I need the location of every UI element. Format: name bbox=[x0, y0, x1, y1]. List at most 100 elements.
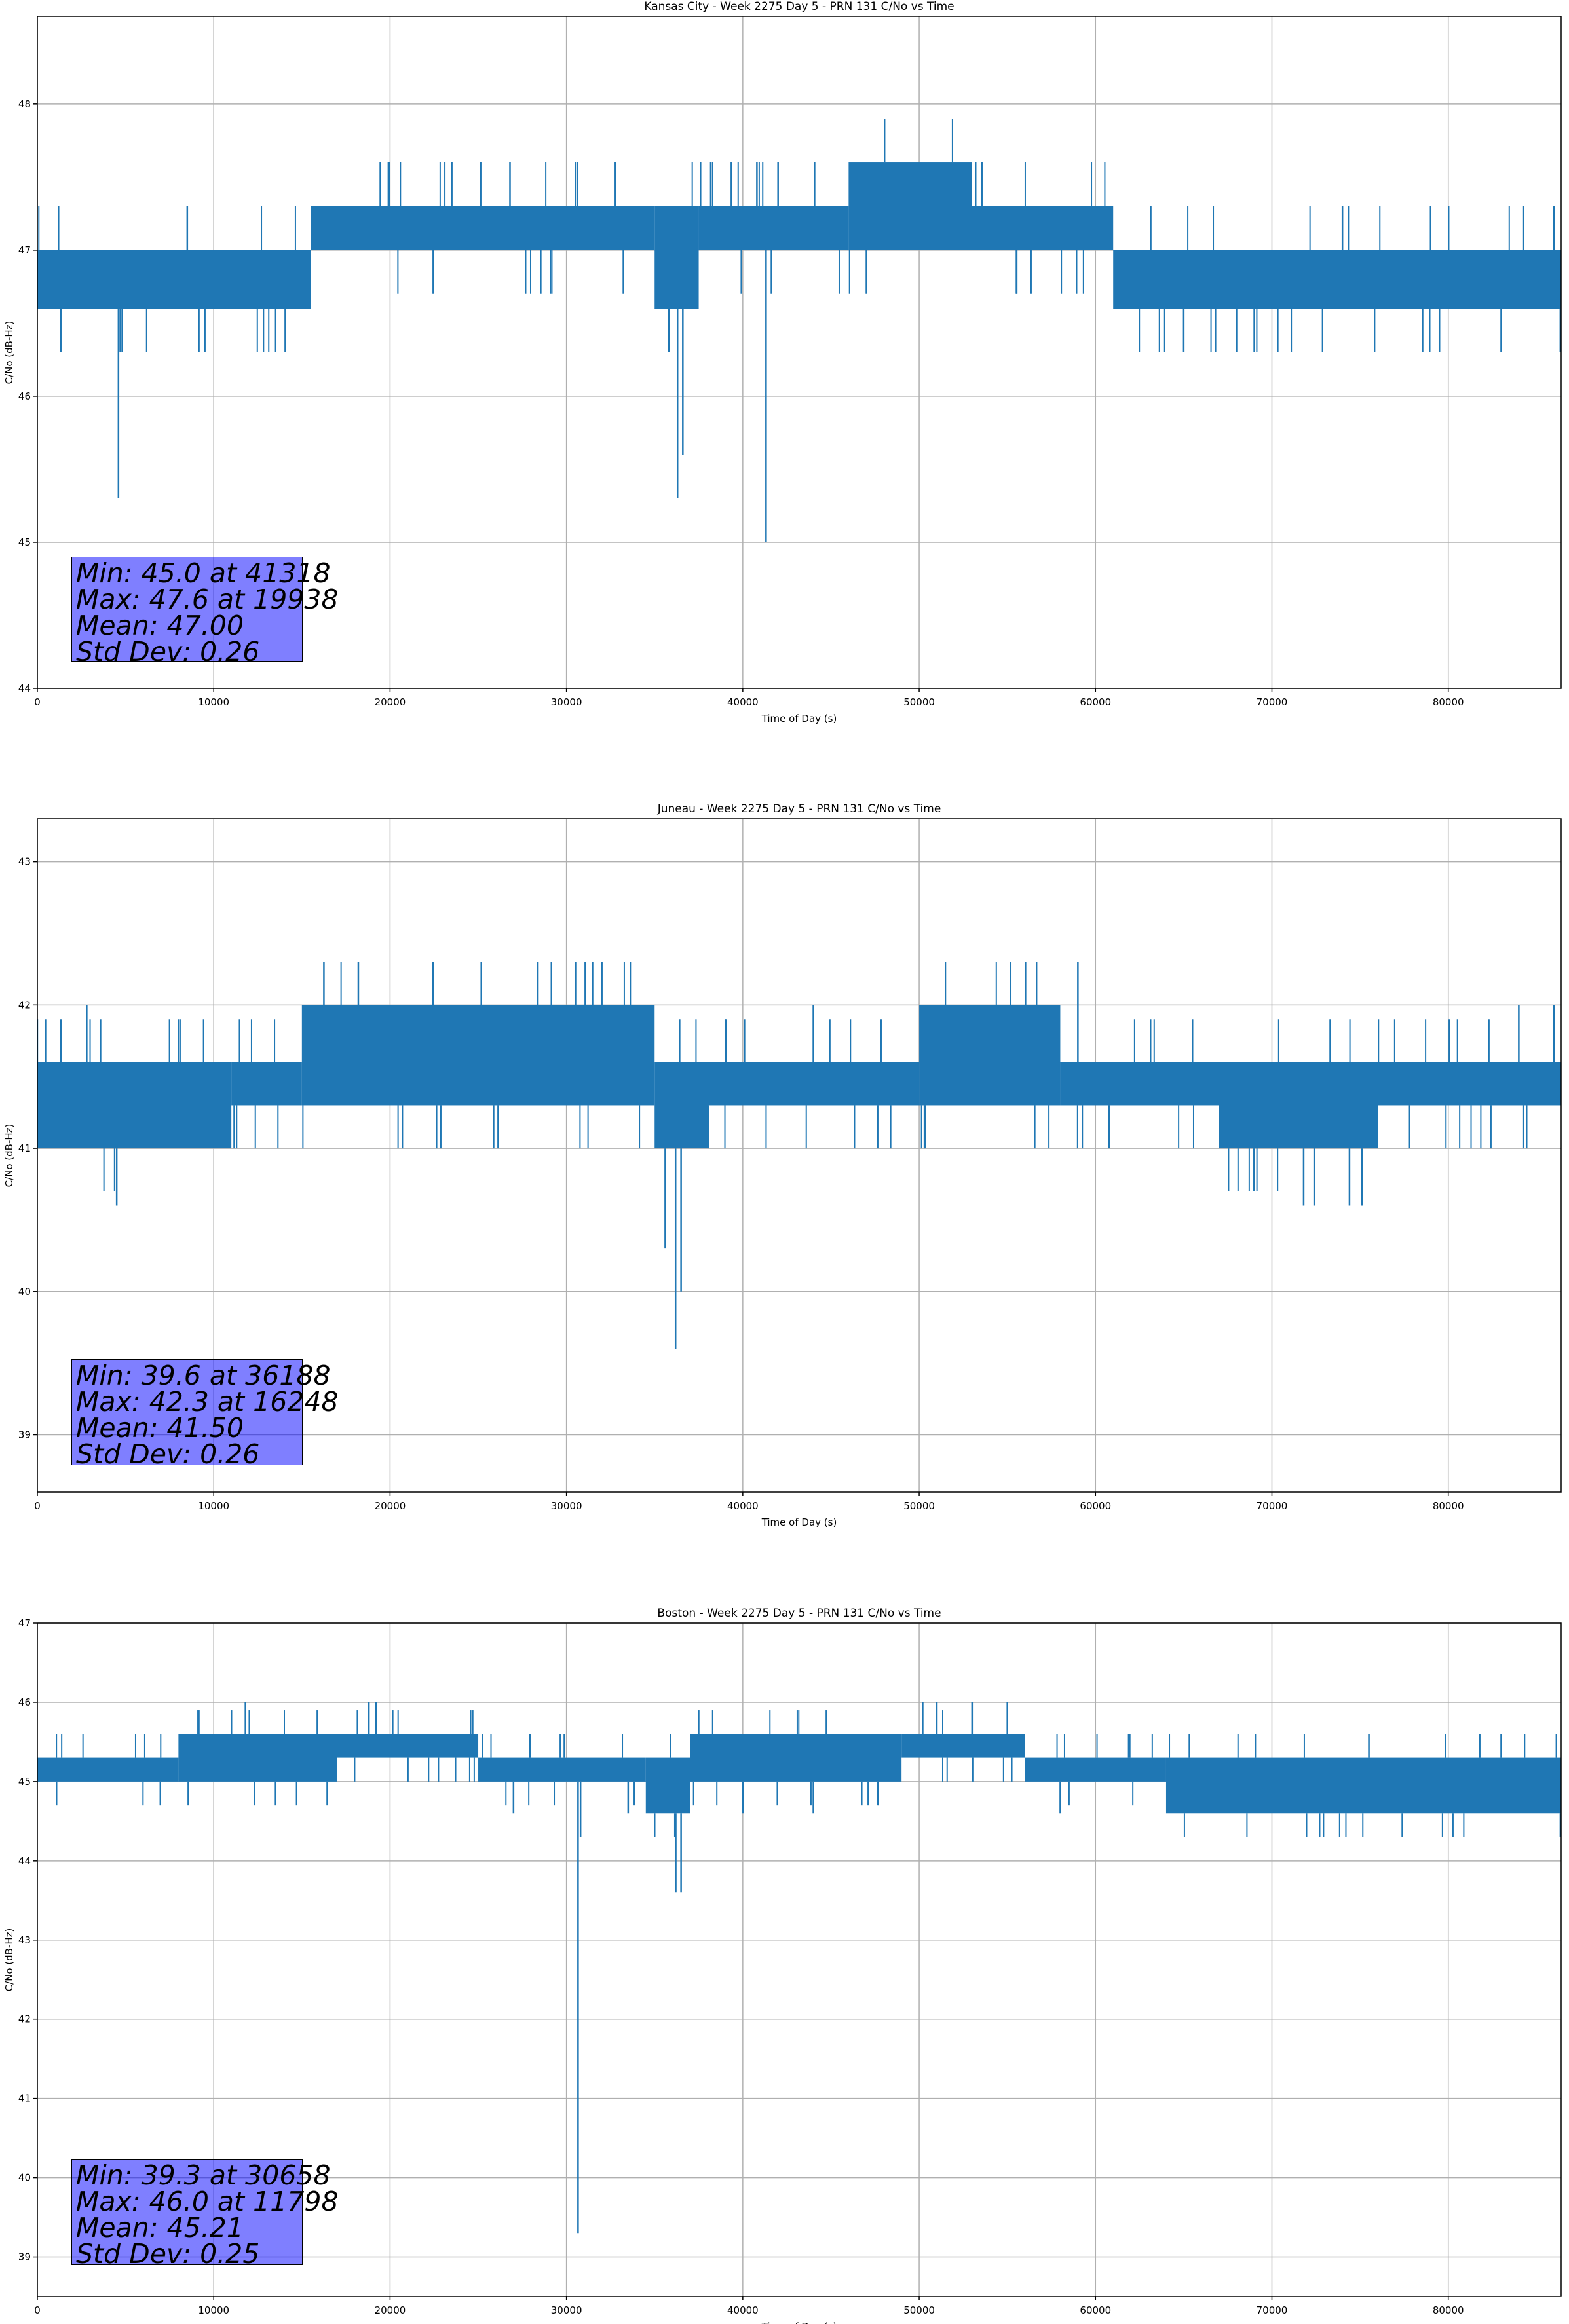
x-tick-label: 0 bbox=[34, 696, 41, 708]
y-tick-label: 40 bbox=[18, 1286, 31, 1298]
data-band bbox=[1025, 1757, 1166, 1782]
stats-line: Max: 47.6 at 19938 bbox=[76, 584, 339, 615]
x-tick-label: 50000 bbox=[903, 696, 935, 708]
axes-frame bbox=[37, 16, 1562, 689]
data-band bbox=[654, 206, 699, 309]
chart-title: Boston - Week 2275 Day 5 - PRN 131 C/No … bbox=[657, 1607, 941, 1620]
y-tick-label: 43 bbox=[18, 1934, 31, 1946]
data-series bbox=[37, 962, 1561, 1349]
data-band bbox=[654, 1062, 708, 1149]
stats-line: Std Dev: 0.26 bbox=[76, 636, 260, 667]
x-tick-label: 30000 bbox=[551, 696, 582, 708]
y-tick-label: 40 bbox=[18, 2172, 31, 2184]
axes-frame bbox=[37, 818, 1562, 1493]
y-tick-label: 43 bbox=[18, 856, 31, 868]
chart-panel-1: 0 10000 20000 30000 40000 50000 60000 70000 8000… bbox=[3, 0, 1562, 724]
data-band bbox=[1219, 1062, 1378, 1149]
x-tick-label: 30000 bbox=[551, 1500, 582, 1512]
chart-panel-2: 0 10000 20000 30000 40000 50000 60000 70000 8000… bbox=[3, 802, 1562, 1528]
x-tick-label: 60000 bbox=[1080, 2304, 1111, 2316]
stats-line: Min: 45.0 at 41318 bbox=[76, 557, 331, 589]
x-tick-label: 20000 bbox=[375, 1500, 406, 1512]
y-axis-label: C/No (dB-Hz) bbox=[3, 321, 15, 384]
x-tick-label: 0 bbox=[34, 1500, 41, 1512]
x-axis-label: Time of Day (s) bbox=[761, 713, 837, 724]
x-tick-label: 80000 bbox=[1433, 2304, 1464, 2316]
x-tick-label: 80000 bbox=[1433, 696, 1464, 708]
y-tick-label: 45 bbox=[18, 536, 31, 548]
x-tick-label: 70000 bbox=[1257, 696, 1288, 708]
data-band bbox=[337, 1734, 479, 1758]
y-axis-label: C/No (dB-Hz) bbox=[3, 1124, 15, 1188]
stats-line: Std Dev: 0.25 bbox=[76, 2238, 260, 2270]
y-axis-label: C/No (dB-Hz) bbox=[3, 1928, 15, 1992]
data-band bbox=[1165, 1757, 1561, 1814]
y-tick-label: 41 bbox=[18, 2093, 31, 2105]
data-band bbox=[37, 1757, 179, 1782]
stats-box: Min: 39.3 at 30658 Max: 46.0 at 11798 Mean… bbox=[71, 2159, 339, 2270]
data-band bbox=[301, 1005, 655, 1106]
data-band bbox=[645, 1757, 690, 1814]
x-tick-label: 40000 bbox=[727, 1500, 759, 1512]
stats-line: Max: 46.0 at 11798 bbox=[76, 2186, 339, 2217]
stats-line: Mean: 45.21 bbox=[76, 2212, 244, 2243]
data-band bbox=[231, 1062, 302, 1106]
y-tick-label: 47 bbox=[18, 1617, 31, 1629]
x-tick-label: 40000 bbox=[727, 2304, 759, 2316]
y-tick-label: 46 bbox=[18, 390, 31, 402]
data-series bbox=[37, 1702, 1561, 2234]
data-band bbox=[708, 1062, 920, 1106]
x-tick-label: 60000 bbox=[1080, 1500, 1111, 1512]
x-tick-label: 0 bbox=[34, 2304, 41, 2316]
x-tick-label: 20000 bbox=[375, 2304, 406, 2316]
x-tick-label: 70000 bbox=[1257, 1500, 1288, 1512]
data-band bbox=[37, 1062, 232, 1149]
y-tick-label: 48 bbox=[18, 98, 31, 110]
axes-frame bbox=[37, 1622, 1562, 2297]
x-axis-label: Time of Day (s) bbox=[761, 1516, 837, 1528]
y-tick-label: 46 bbox=[18, 1696, 31, 1708]
stats-box: Min: 39.6 at 36188 Max: 42.3 at 16248 Mean… bbox=[71, 1359, 339, 1470]
chart-title: Kansas City - Week 2275 Day 5 - PRN 131 … bbox=[644, 0, 954, 13]
data-series bbox=[37, 119, 1561, 542]
stats-line: Mean: 41.50 bbox=[76, 1412, 244, 1444]
data-band bbox=[1113, 250, 1561, 309]
y-tick-label: 44 bbox=[18, 1855, 31, 1867]
data-band bbox=[919, 1005, 1061, 1106]
x-axis-label: Time of Day (s) bbox=[761, 2321, 837, 2324]
y-tick-label: 42 bbox=[18, 2014, 31, 2025]
y-tick-label: 42 bbox=[18, 999, 31, 1011]
x-tick-label: 60000 bbox=[1080, 696, 1111, 708]
data-band bbox=[848, 162, 972, 250]
data-band bbox=[178, 1734, 337, 1782]
x-tick-label: 70000 bbox=[1257, 2304, 1288, 2316]
chart-title: Juneau - Week 2275 Day 5 - PRN 131 C/No … bbox=[657, 802, 941, 815]
data-band bbox=[901, 1734, 1025, 1758]
y-tick-label: 39 bbox=[18, 1429, 31, 1441]
x-tick-label: 50000 bbox=[903, 2304, 935, 2316]
stats-line: Min: 39.6 at 36188 bbox=[76, 1360, 331, 1391]
data-band bbox=[1378, 1062, 1561, 1106]
y-tick-label: 39 bbox=[18, 2251, 31, 2263]
x-tick-label: 40000 bbox=[727, 696, 759, 708]
data-band bbox=[1060, 1062, 1219, 1106]
stats-line: Mean: 47.00 bbox=[76, 610, 244, 641]
x-tick-label: 10000 bbox=[198, 2304, 229, 2316]
chart-panel-3: 0 10000 20000 30000 40000 50000 60000 70000 8000… bbox=[3, 1607, 1562, 2324]
x-tick-label: 50000 bbox=[903, 1500, 935, 1512]
stats-line: Max: 42.3 at 16248 bbox=[76, 1386, 339, 1417]
stats-box: Min: 45.0 at 41318 Max: 47.6 at 19938 Mean… bbox=[71, 557, 339, 667]
x-tick-label: 10000 bbox=[198, 1500, 229, 1512]
data-band bbox=[690, 1734, 902, 1782]
stats-line: Min: 39.3 at 30658 bbox=[76, 2160, 331, 2191]
y-tick-label: 41 bbox=[18, 1142, 31, 1154]
stats-line: Std Dev: 0.26 bbox=[76, 1438, 260, 1470]
x-tick-label: 80000 bbox=[1433, 1500, 1464, 1512]
x-tick-label: 30000 bbox=[551, 2304, 582, 2316]
y-tick-label: 44 bbox=[18, 683, 31, 694]
data-band bbox=[37, 250, 311, 309]
y-tick-label: 47 bbox=[18, 244, 31, 256]
data-band bbox=[478, 1757, 646, 1782]
data-band bbox=[311, 206, 655, 250]
